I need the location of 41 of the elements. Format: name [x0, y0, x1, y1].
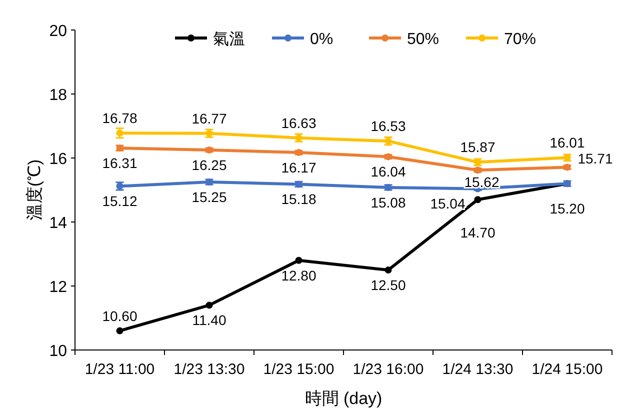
data-label: 11.40 [192, 312, 226, 328]
x-tick-label: 1/24 13:30 [442, 361, 514, 378]
y-tick-label: 10 [49, 343, 68, 360]
data-label: 14.70 [460, 224, 496, 241]
y-tick-label: 14 [49, 215, 68, 232]
data-label: 15.20 [550, 200, 585, 217]
data-label: 16.01 [550, 134, 585, 151]
y-axis-title: 溫度(℃) [25, 159, 44, 221]
legend-label: 70% [504, 31, 536, 48]
y-tick-label: 20 [49, 23, 68, 40]
x-tick-label: 1/23 16:00 [352, 361, 424, 378]
data-label: 15.71 [578, 150, 613, 166]
data-label: 15.25 [192, 189, 227, 205]
data-label: 16.77 [192, 110, 227, 126]
x-tick-label: 1/24 15:00 [532, 361, 603, 378]
data-label: 15.87 [460, 139, 496, 156]
data-label: 16.17 [281, 160, 316, 176]
data-label: 12.80 [281, 267, 316, 284]
data-label: 16.53 [370, 118, 406, 134]
data-label: 16.04 [370, 164, 406, 180]
data-label: 15.12 [102, 193, 138, 210]
data-label: 16.78 [102, 110, 138, 126]
data-label: 16.63 [281, 114, 316, 131]
x-axis-title: 時間 (day) [304, 389, 382, 408]
data-label: 15.18 [281, 191, 316, 208]
data-label: 15.08 [370, 194, 406, 210]
data-label: 10.60 [102, 308, 138, 324]
data-label: 16.31 [102, 155, 138, 172]
data-label: 12.50 [370, 277, 406, 293]
y-tick-label: 18 [49, 87, 68, 104]
y-tick-label: 12 [49, 279, 68, 296]
legend-label: 0% [310, 31, 334, 48]
data-label: 16.25 [192, 157, 227, 173]
x-tick-label: 1/23 13:30 [174, 361, 245, 378]
data-label: 15.04 [430, 196, 466, 212]
legend-label: 50% [407, 31, 440, 48]
legend-label: 氣溫 [213, 31, 245, 48]
x-tick-label: 1/23 15:00 [263, 361, 334, 378]
x-tick-label: 1/23 11:00 [84, 361, 155, 378]
y-tick-label: 16 [49, 151, 68, 168]
data-label: 15.62 [464, 174, 500, 190]
